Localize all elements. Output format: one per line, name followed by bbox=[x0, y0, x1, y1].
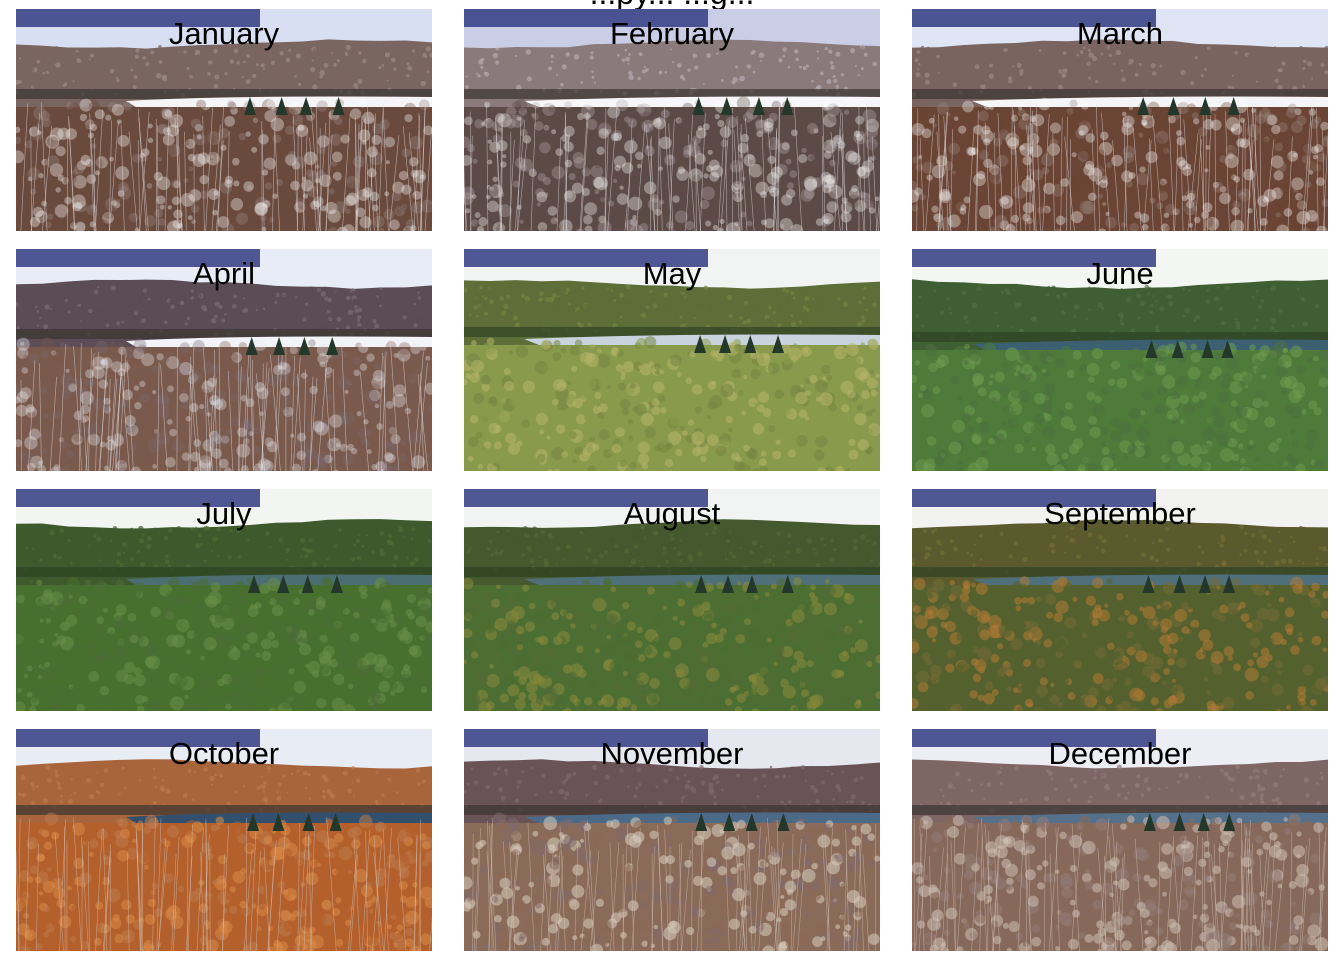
month-panel: January bbox=[16, 9, 432, 231]
camera-timestamp-overlay bbox=[16, 249, 260, 267]
month-label: April bbox=[192, 256, 255, 291]
month-panel: June bbox=[912, 249, 1328, 471]
landscape-photo bbox=[16, 489, 432, 711]
month-label: November bbox=[600, 736, 744, 771]
landscape-photo bbox=[912, 249, 1328, 471]
camera-timestamp-overlay bbox=[464, 489, 708, 507]
camera-timestamp-overlay bbox=[16, 729, 260, 747]
camera-timestamp-overlay bbox=[464, 729, 708, 747]
month-label: March bbox=[1076, 16, 1164, 51]
foreground-forest bbox=[16, 107, 432, 231]
month-label: January bbox=[168, 16, 280, 51]
month-panel: July bbox=[16, 489, 432, 711]
camera-timestamp-overlay bbox=[912, 9, 1156, 27]
month-panel: May bbox=[464, 249, 880, 471]
monthly-photo-grid: January February March April May June July Augu… bbox=[16, 9, 1328, 951]
landscape-photo bbox=[912, 9, 1328, 231]
camera-timestamp-overlay bbox=[912, 729, 1156, 747]
camera-timestamp-overlay bbox=[464, 9, 708, 27]
month-label: October bbox=[168, 736, 280, 771]
month-label: May bbox=[642, 256, 702, 291]
month-panel: March bbox=[912, 9, 1328, 231]
landscape-photo bbox=[464, 249, 880, 471]
landscape-photo bbox=[464, 489, 880, 711]
camera-timestamp-overlay bbox=[16, 9, 260, 27]
month-panel: April bbox=[16, 249, 432, 471]
month-panel: August bbox=[464, 489, 880, 711]
foreground-forest bbox=[16, 347, 432, 471]
landscape-photo bbox=[464, 9, 880, 231]
landscape-photo bbox=[464, 729, 880, 951]
foreground-forest bbox=[912, 107, 1328, 231]
month-panel: September bbox=[912, 489, 1328, 711]
camera-timestamp-overlay bbox=[912, 489, 1156, 507]
month-panel: February bbox=[464, 9, 880, 231]
month-label: July bbox=[196, 496, 252, 531]
camera-timestamp-overlay bbox=[16, 489, 260, 507]
month-label: September bbox=[1044, 496, 1196, 531]
landscape-photo bbox=[16, 729, 432, 951]
month-label: August bbox=[623, 496, 721, 531]
month-label: June bbox=[1086, 256, 1154, 291]
camera-timestamp-overlay bbox=[912, 249, 1156, 267]
month-label: February bbox=[609, 16, 735, 51]
month-panel: October bbox=[16, 729, 432, 951]
figure-title: ...py... ...g... bbox=[0, 0, 1344, 9]
landscape-photo bbox=[16, 9, 432, 231]
camera-timestamp-overlay bbox=[464, 249, 708, 267]
month-panel: December bbox=[912, 729, 1328, 951]
month-label: December bbox=[1048, 736, 1192, 771]
month-panel: November bbox=[464, 729, 880, 951]
